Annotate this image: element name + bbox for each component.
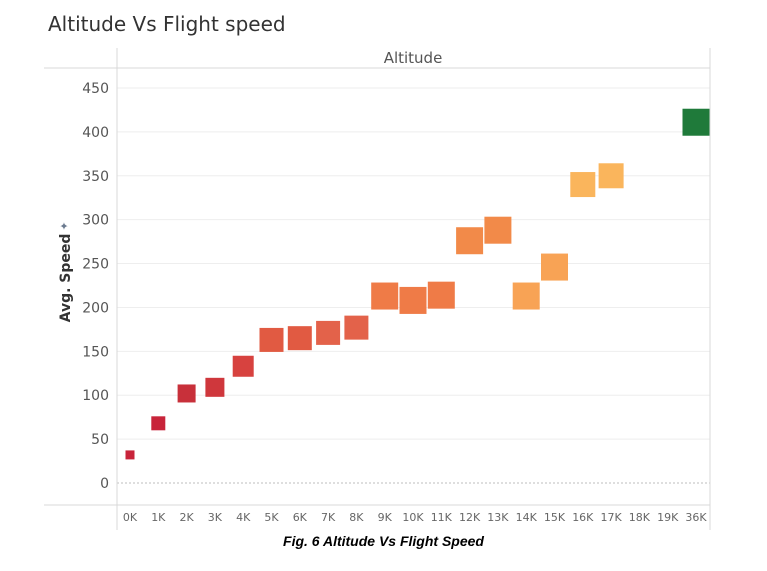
y-tick-label: 400 bbox=[82, 125, 109, 141]
y-tick-label: 150 bbox=[82, 344, 109, 360]
marks bbox=[125, 108, 710, 460]
y-tick-label: 100 bbox=[82, 388, 109, 404]
grid bbox=[117, 87, 710, 484]
data-point-12K[interactable] bbox=[456, 227, 484, 255]
x-tick-label: 8K bbox=[349, 511, 364, 524]
y-tick-label: 0 bbox=[100, 476, 109, 492]
x-ticks: 0K 1K 2K 3K 4K 5K 6K 7K 8K 9K 10K 11K 12K 13K 14K 15K 16… bbox=[123, 511, 707, 524]
y-tick-label: 450 bbox=[82, 81, 109, 97]
x-tick-label: 12K bbox=[459, 511, 481, 524]
data-point-36K[interactable] bbox=[682, 108, 710, 136]
x-tick-label: 11K bbox=[431, 511, 453, 524]
y-tick-label: 350 bbox=[82, 169, 109, 185]
data-point-3K[interactable] bbox=[205, 377, 225, 397]
scatter-chart: Altitude Avg. Speed ✦ 0 50 100 150 200 250 300… bbox=[44, 48, 711, 530]
data-point-0K[interactable] bbox=[125, 450, 135, 460]
x-tick-label: 19K bbox=[657, 511, 679, 524]
x-tick-label: 3K bbox=[208, 511, 223, 524]
y-tick-label: 200 bbox=[82, 300, 109, 316]
x-tick-label: 2K bbox=[179, 511, 194, 524]
data-point-14K[interactable] bbox=[512, 282, 540, 310]
data-point-13K[interactable] bbox=[484, 216, 512, 244]
x-tick-label: 7K bbox=[321, 511, 336, 524]
x-tick-label: 18K bbox=[629, 511, 651, 524]
x-tick-label: 10K bbox=[402, 511, 424, 524]
data-point-15K[interactable] bbox=[541, 253, 568, 281]
y-ticks: 0 50 100 150 200 250 300 350 400 450 bbox=[82, 81, 109, 492]
chart-title: Altitude Vs Flight speed bbox=[48, 12, 286, 36]
data-point-17K[interactable] bbox=[598, 163, 624, 189]
data-point-8K[interactable] bbox=[344, 315, 369, 340]
y-tick-label: 300 bbox=[82, 213, 109, 229]
data-point-7K[interactable] bbox=[316, 320, 341, 345]
y-tick-label: 250 bbox=[82, 257, 109, 273]
data-point-11K[interactable] bbox=[427, 281, 455, 309]
figure-caption: Fig. 6 Altitude Vs Flight Speed bbox=[283, 533, 484, 549]
x-tick-label: 1K bbox=[151, 511, 166, 524]
x-tick-label: 13K bbox=[487, 511, 509, 524]
y-tick-label: 50 bbox=[91, 432, 109, 448]
x-tick-label: 17K bbox=[600, 511, 622, 524]
data-point-4K[interactable] bbox=[232, 355, 254, 377]
data-point-16K[interactable] bbox=[570, 172, 596, 198]
x-tick-label: 16K bbox=[572, 511, 594, 524]
x-tick-label: 5K bbox=[264, 511, 279, 524]
data-point-5K[interactable] bbox=[259, 327, 284, 352]
data-point-2K[interactable] bbox=[177, 384, 196, 403]
pin-icon: ✦ bbox=[58, 221, 71, 230]
x-tick-label: 15K bbox=[544, 511, 566, 524]
x-tick-label: 14K bbox=[516, 511, 538, 524]
data-point-10K[interactable] bbox=[399, 286, 427, 314]
column-header-label: Altitude bbox=[384, 49, 443, 67]
y-axis-label: Avg. Speed bbox=[58, 234, 74, 323]
data-point-1K[interactable] bbox=[151, 416, 166, 431]
x-tick-label: 0K bbox=[123, 511, 138, 524]
data-point-6K[interactable] bbox=[287, 326, 312, 351]
x-tick-label: 6K bbox=[293, 511, 308, 524]
x-tick-label: 9K bbox=[378, 511, 393, 524]
data-point-9K[interactable] bbox=[371, 282, 399, 310]
x-tick-label: 4K bbox=[236, 511, 251, 524]
x-tick-label: 36K bbox=[685, 511, 707, 524]
